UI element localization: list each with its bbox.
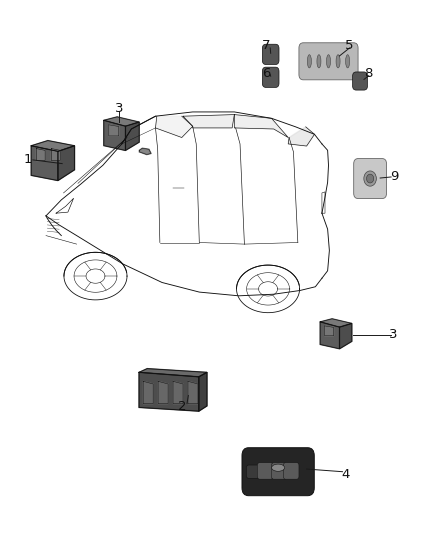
Polygon shape [158, 381, 168, 403]
Text: 3: 3 [115, 102, 124, 115]
Polygon shape [155, 116, 193, 138]
FancyBboxPatch shape [283, 463, 299, 479]
Ellipse shape [317, 55, 321, 68]
Polygon shape [320, 319, 352, 327]
FancyBboxPatch shape [257, 463, 273, 479]
Polygon shape [109, 125, 119, 136]
Polygon shape [199, 373, 207, 411]
Polygon shape [320, 322, 339, 349]
Polygon shape [139, 369, 207, 377]
Text: 3: 3 [389, 328, 398, 341]
Polygon shape [31, 141, 74, 151]
Polygon shape [339, 324, 352, 349]
Polygon shape [325, 326, 334, 336]
Polygon shape [234, 115, 288, 138]
Ellipse shape [336, 55, 340, 68]
Polygon shape [183, 115, 234, 128]
Polygon shape [51, 149, 60, 160]
Text: 8: 8 [364, 67, 373, 80]
FancyBboxPatch shape [354, 159, 386, 198]
FancyBboxPatch shape [353, 72, 367, 90]
FancyBboxPatch shape [246, 465, 261, 479]
Polygon shape [104, 117, 139, 126]
Ellipse shape [367, 174, 374, 183]
Polygon shape [173, 381, 183, 403]
Polygon shape [188, 381, 198, 403]
Polygon shape [36, 149, 45, 160]
FancyBboxPatch shape [262, 67, 279, 87]
Ellipse shape [346, 55, 350, 68]
Ellipse shape [272, 464, 285, 471]
Text: 1: 1 [23, 154, 32, 166]
Ellipse shape [364, 171, 376, 186]
Text: 2: 2 [177, 400, 186, 413]
Text: 6: 6 [261, 67, 270, 80]
Text: 5: 5 [345, 39, 354, 52]
Text: 7: 7 [261, 39, 270, 52]
FancyBboxPatch shape [262, 44, 279, 64]
Text: 9: 9 [390, 171, 399, 183]
Polygon shape [288, 127, 314, 146]
Polygon shape [139, 373, 199, 411]
FancyBboxPatch shape [299, 43, 358, 80]
FancyBboxPatch shape [242, 448, 314, 496]
Text: 4: 4 [341, 468, 350, 481]
Polygon shape [125, 122, 139, 150]
Ellipse shape [326, 55, 331, 68]
Polygon shape [58, 146, 74, 181]
Ellipse shape [307, 55, 311, 68]
Polygon shape [143, 381, 153, 403]
Polygon shape [139, 148, 151, 155]
Polygon shape [31, 146, 58, 181]
FancyBboxPatch shape [272, 463, 287, 479]
Polygon shape [104, 120, 125, 150]
